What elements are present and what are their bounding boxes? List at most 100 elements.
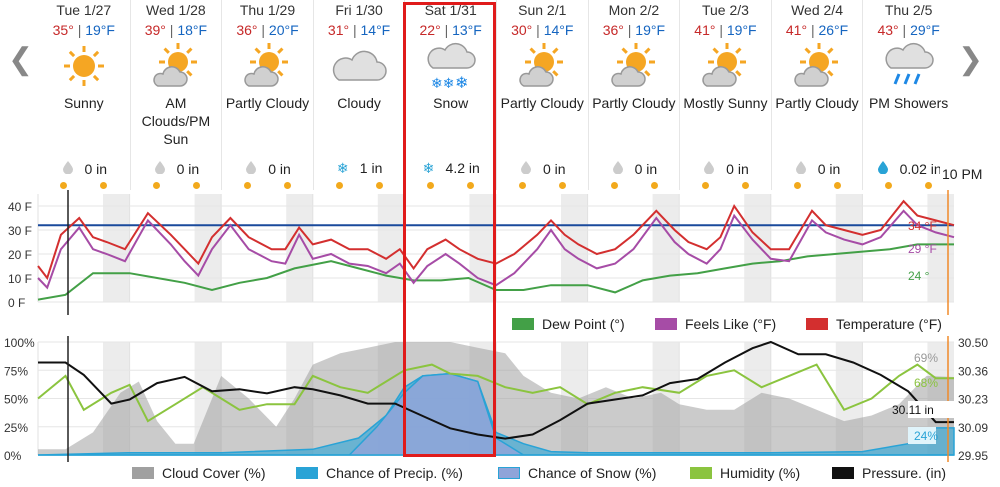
legend-chance-snow[interactable]: Chance of Snow (%) (498, 465, 656, 481)
low-temp: 29°F (910, 22, 940, 38)
day-temps: 22° | 13°F (419, 22, 482, 38)
high-temp: 30° (511, 22, 533, 38)
legend-pressure[interactable]: Pressure. (in) (832, 465, 946, 481)
low-temp: 19°F (85, 22, 115, 38)
sun-markers (772, 182, 863, 190)
day-column[interactable]: Wed 1/28 39° | 18°F AM Clouds/PM Sun 0 in (129, 0, 222, 190)
sunset-marker (192, 182, 200, 189)
day-column[interactable]: Mon 2/2 36° | 19°F Partly Cloudy 0 in (587, 0, 680, 190)
temperature-chart[interactable]: 40 F 30 F 20 F 10 F 0 F 34 °F 29 °F 24 ° (0, 190, 1000, 315)
condition-text: Sunny (63, 95, 104, 111)
sunny-icon (54, 42, 114, 90)
day-column[interactable]: Tue 2/3 41° | 19°F Mostly Sunny 0 in (679, 0, 771, 190)
y-tick-label: 40 F (8, 200, 32, 214)
high-temp: 35° (52, 22, 74, 38)
hover-time-label: 10 PM (940, 166, 985, 182)
day-column[interactable]: Tue 1/27 35° | 19°F Sunny 0 in (38, 0, 130, 190)
sun-markers (38, 182, 130, 190)
day-column[interactable]: Wed 2/4 41° | 26°F Partly Cloudy 0 in (770, 0, 863, 190)
pressure-label-bg (908, 401, 956, 418)
day-column[interactable]: Thu 1/29 36° | 20°F Partly Cloudy 0 in (221, 0, 313, 190)
day-temps: 30° | 14°F (511, 22, 574, 38)
partly-cloudy-icon (787, 42, 847, 90)
legend-cloud-cover[interactable]: Cloud Cover (%) (132, 465, 265, 481)
low-temp: 20°F (268, 22, 299, 38)
sun-markers (222, 182, 313, 190)
chevron-left-icon: ❮ (8, 43, 34, 76)
raindrop-icon (611, 160, 625, 177)
legend-feels-like[interactable]: Feels Like (°F) (655, 316, 776, 332)
day-column[interactable]: Fri 1/30 31° | 14°F Cloudy ❄ 1 in (312, 0, 405, 190)
day-temps: 39° | 18°F (144, 22, 208, 38)
snowflake-icon: ❄ (336, 160, 349, 176)
sunrise-marker (244, 182, 252, 189)
legend-humidity[interactable]: Humidity (%) (690, 465, 800, 481)
precip-amount: 0 in (38, 160, 130, 177)
condition-text: PM Showers (868, 95, 949, 111)
partly-cloudy-icon (146, 42, 206, 90)
sunset-marker (925, 182, 933, 189)
y-tick-label: 0 F (8, 296, 25, 310)
chance-precip-label-bg (908, 427, 936, 444)
pressure-line (38, 340, 954, 440)
high-temp: 22° (419, 22, 441, 38)
y-tick-label-right: 30.36 (958, 364, 988, 378)
day-column[interactable]: Sat 1/31 22° | 13°F ❄❄ ❄ Snow ❄ 4.2 in (404, 0, 496, 190)
sun-markers (863, 182, 954, 190)
day-label: Tue 2/3 (701, 2, 749, 18)
next-days-button[interactable]: ❯ (958, 40, 983, 80)
day-label: Sat 1/31 (424, 2, 477, 18)
condition-text: Partly Cloudy (592, 95, 676, 111)
precip-amount: ❄ 4.2 in (405, 160, 496, 177)
dew-point-end-label: 24 ° (908, 269, 930, 283)
legend-temperature[interactable]: Temperature (°F) (806, 316, 942, 332)
sunrise-marker (427, 182, 435, 189)
y-tick-label-right: 30.50 (958, 336, 988, 350)
y-tick-label-left: 25% (4, 421, 28, 435)
precip-value: 0 in (726, 161, 749, 177)
pressure-end-label: 30.11 in (892, 403, 934, 417)
precip-amount: 0 in (131, 160, 222, 177)
precip-amount: 0.02 in (863, 160, 954, 177)
day-label: Sun 2/1 (518, 2, 567, 18)
night-band (194, 194, 222, 302)
legend-dew-point[interactable]: Dew Point (°) (512, 316, 625, 332)
sun-markers (405, 182, 496, 190)
day-column[interactable]: Sun 2/1 30° | 14°F Partly Cloudy 0 in (495, 0, 588, 190)
y-tick-label: 20 F (8, 248, 32, 262)
day-temps: 36° | 19°F (602, 22, 666, 38)
night-band (286, 194, 313, 302)
precip-value: 0 in (176, 161, 200, 177)
precip-value: 0 in (542, 161, 566, 177)
precip-humidity-chart[interactable]: 100% 30.50 75% 30.36 50% 30.23 25% 30.09 0% 29.95… (0, 336, 1000, 462)
sunset-marker (375, 182, 383, 189)
day-column[interactable]: Thu 2/5 43° | 29°F PM Showers 0.02 in (862, 0, 954, 190)
high-temp: 41° (785, 22, 808, 38)
sunrise-marker (60, 182, 67, 189)
day-label: Wed 1/28 (146, 2, 206, 18)
raindrop-icon (61, 160, 75, 177)
y-tick-label: 10 F (8, 272, 32, 286)
high-temp: 31° (327, 22, 350, 38)
prev-days-button[interactable]: ❮ (8, 40, 33, 80)
precip-value: 0 in (817, 161, 841, 177)
low-temp: 19°F (635, 22, 666, 38)
raindrop-icon (244, 160, 258, 177)
cloudy-icon (329, 42, 389, 90)
precip-amount: 0 in (222, 160, 313, 177)
daily-forecast-strip: Tue 1/27 35° | 19°F Sunny 0 in Wed 1/28 39° |… (38, 0, 954, 190)
precip-amount: 0 in (772, 160, 863, 177)
sunset-marker (650, 182, 658, 189)
legend-chance-precip[interactable]: Chance of Precip. (%) (296, 465, 463, 481)
high-temp: 36° (602, 22, 624, 38)
sunrise-marker (702, 182, 710, 189)
raindrop-blue-icon (876, 160, 890, 177)
high-temp: 36° (236, 22, 258, 38)
sun-markers (680, 182, 771, 190)
sunrise-marker (885, 182, 893, 189)
sunset-marker (833, 182, 841, 189)
day-label: Thu 2/5 (884, 2, 933, 18)
night-band (835, 194, 863, 302)
day-temps: 35° | 19°F (52, 22, 115, 38)
chance-precip-end-label: 24% (914, 429, 938, 443)
